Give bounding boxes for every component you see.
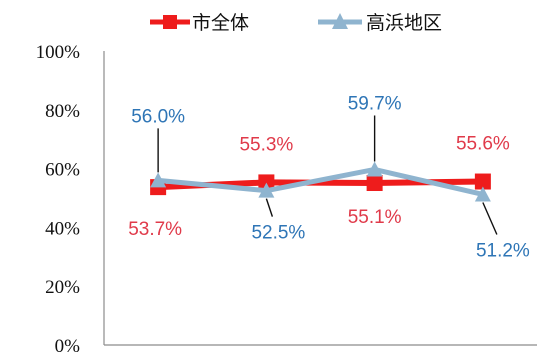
data-point xyxy=(474,186,491,202)
y-tick-label: 100% xyxy=(36,42,81,63)
label-leader-line xyxy=(482,202,498,235)
data-point xyxy=(366,175,383,192)
legend-label-series-1: 市全体 xyxy=(192,12,249,34)
series-line xyxy=(157,166,484,197)
data-label: 55.3% xyxy=(239,134,293,155)
data-label: 55.6% xyxy=(456,134,510,155)
y-axis-ticks: 0% 20% 40% 60% 80% 100% xyxy=(36,42,81,356)
data-point xyxy=(258,182,275,198)
data-label: 59.7% xyxy=(348,93,402,114)
legend-marker-series-1 xyxy=(163,15,177,29)
data-point xyxy=(258,174,275,191)
y-tick-label: 0% xyxy=(55,336,81,356)
data-label: 52.5% xyxy=(251,223,305,244)
series-layer xyxy=(150,161,491,202)
y-tick-label: 60% xyxy=(45,160,80,181)
data-labels: 53.7% 55.3% 55.1% 55.6% 56.0% 52.5% 59.7% 51.2% xyxy=(128,93,530,261)
data-label: 56.0% xyxy=(131,106,185,127)
axes xyxy=(103,51,537,346)
data-label: 51.2% xyxy=(476,240,530,261)
series-2 xyxy=(150,161,491,202)
y-tick-label: 20% xyxy=(45,277,80,298)
data-label: 53.7% xyxy=(128,219,182,240)
y-tick-label: 40% xyxy=(45,218,80,239)
legend-marker-series-2 xyxy=(332,13,348,29)
data-point xyxy=(150,172,167,188)
legend: 市全体 高浜地区 xyxy=(150,12,442,34)
data-label: 55.1% xyxy=(348,207,402,228)
label-leader-line xyxy=(265,198,274,217)
y-tick-label: 80% xyxy=(45,101,80,122)
data-point xyxy=(474,173,491,190)
legend-label-series-2: 高浜地区 xyxy=(366,12,442,34)
data-point xyxy=(366,161,383,177)
